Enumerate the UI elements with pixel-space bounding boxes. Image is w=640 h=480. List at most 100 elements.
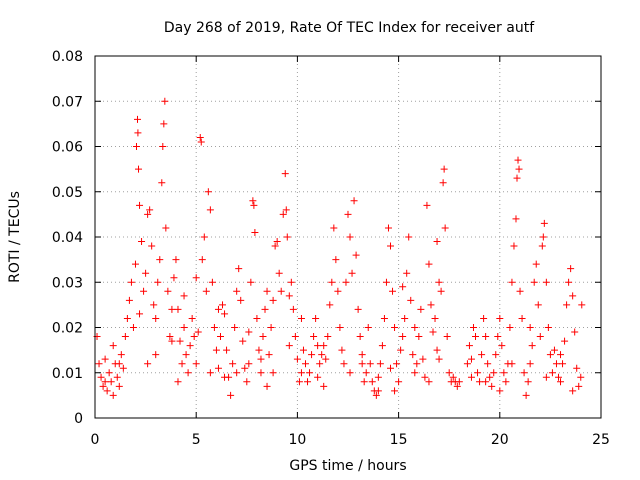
data-point <box>229 360 237 368</box>
data-point <box>279 210 287 218</box>
data-point <box>374 387 382 395</box>
data-point <box>105 369 113 377</box>
y-tick-label: 0.03 <box>52 275 83 291</box>
data-point <box>334 287 342 295</box>
data-point <box>310 333 318 341</box>
data-point <box>190 333 198 341</box>
data-point <box>522 391 530 399</box>
data-point <box>494 333 502 341</box>
data-point <box>136 310 144 318</box>
data-point <box>257 355 265 363</box>
data-point <box>350 197 358 205</box>
data-point <box>204 188 212 196</box>
data-point <box>103 387 111 395</box>
x-axis-label: GPS time / hours <box>289 458 406 474</box>
data-point <box>542 278 550 286</box>
data-point <box>482 378 490 386</box>
data-point <box>557 351 565 359</box>
data-point <box>578 301 586 309</box>
data-point <box>285 342 293 350</box>
data-point <box>552 360 560 368</box>
data-point <box>299 346 307 354</box>
data-point <box>206 206 214 214</box>
data-point <box>520 369 528 377</box>
data-point <box>196 133 204 141</box>
data-point <box>435 278 443 286</box>
data-point <box>216 333 224 341</box>
data-point <box>271 242 279 250</box>
data-point <box>306 369 314 377</box>
data-point <box>405 233 413 241</box>
data-point <box>356 333 364 341</box>
chart-title: Day 268 of 2019, Rate Of TEC Index for r… <box>164 20 535 36</box>
data-point <box>391 324 399 331</box>
data-point <box>295 378 303 386</box>
data-point <box>376 360 384 368</box>
data-point <box>231 324 239 331</box>
data-point <box>281 170 289 178</box>
data-point <box>235 265 243 273</box>
data-point <box>484 360 492 368</box>
data-point <box>421 373 429 381</box>
data-point <box>530 278 538 286</box>
data-point <box>221 310 229 318</box>
data-point <box>127 278 135 286</box>
data-point <box>569 387 577 395</box>
data-point <box>324 333 332 341</box>
data-point <box>134 129 142 137</box>
data-point <box>346 369 354 377</box>
data-point <box>168 337 176 345</box>
data-point <box>273 238 281 246</box>
data-point <box>368 378 376 386</box>
data-point <box>243 378 251 386</box>
data-point <box>364 324 372 331</box>
data-point <box>506 324 514 331</box>
x-tick-label: 20 <box>491 432 509 448</box>
data-point <box>524 378 532 386</box>
data-point <box>399 333 407 341</box>
data-point <box>540 219 548 227</box>
data-point <box>346 233 354 241</box>
data-point <box>486 373 494 381</box>
data-point <box>314 342 322 350</box>
data-point <box>480 314 488 322</box>
data-point <box>174 378 182 386</box>
data-point <box>138 238 146 246</box>
y-tick-label: 0.05 <box>52 185 83 201</box>
data-point <box>227 391 235 399</box>
data-point <box>115 382 123 390</box>
data-point <box>502 378 510 386</box>
data-point <box>336 324 344 331</box>
data-point <box>569 292 577 300</box>
data-point <box>233 287 241 295</box>
data-point <box>496 387 504 395</box>
data-point <box>528 342 536 350</box>
data-point <box>362 369 370 377</box>
data-point <box>162 224 170 232</box>
data-point <box>125 296 133 304</box>
data-point <box>192 360 200 368</box>
data-point <box>180 292 188 300</box>
data-point <box>152 314 160 322</box>
data-point <box>518 314 526 322</box>
data-point <box>251 228 259 236</box>
data-point <box>559 360 567 368</box>
data-point <box>150 301 158 309</box>
data-point <box>431 314 439 322</box>
data-point <box>393 360 401 368</box>
data-point <box>342 278 350 286</box>
data-point <box>233 369 241 377</box>
data-point <box>214 364 222 372</box>
data-point <box>161 97 169 105</box>
data-point <box>97 373 105 381</box>
data-point <box>202 287 210 295</box>
data-point <box>443 333 451 341</box>
data-point <box>154 278 162 286</box>
data-point <box>455 378 463 386</box>
data-point <box>571 328 579 336</box>
data-point <box>348 269 356 277</box>
data-point <box>415 333 423 341</box>
data-point <box>532 260 540 268</box>
data-point <box>508 278 516 286</box>
data-point <box>433 238 441 246</box>
